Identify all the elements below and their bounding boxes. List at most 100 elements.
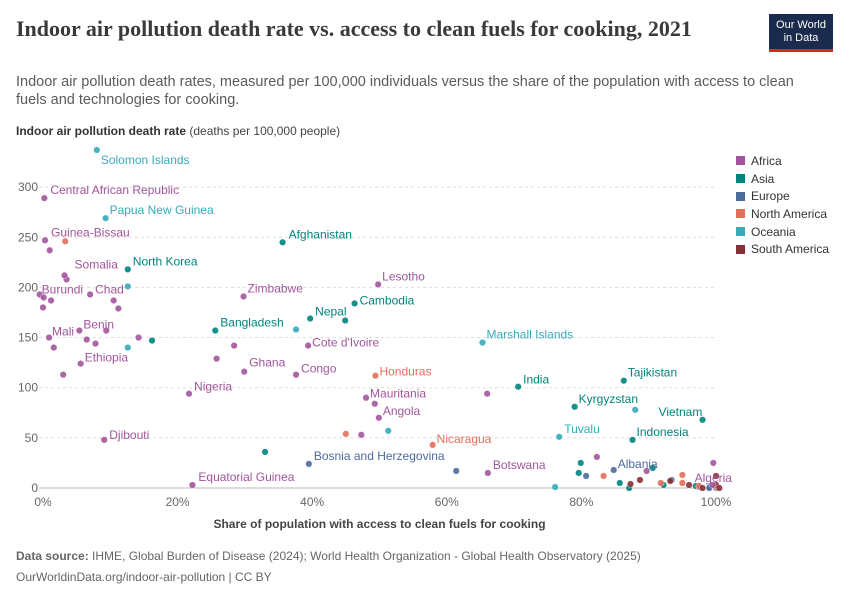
legend-item[interactable]: Europe	[736, 187, 829, 205]
data-point	[362, 394, 370, 402]
y-tick-label: 250	[18, 230, 38, 244]
point-label: Nigeria	[194, 380, 232, 394]
data-point	[514, 383, 522, 391]
point-label: Guinea-Bissau	[51, 225, 130, 239]
data-point	[40, 293, 48, 301]
data-point	[685, 481, 693, 489]
x-tick-label: 40%	[300, 495, 324, 509]
data-point	[100, 436, 108, 444]
data-point	[135, 334, 143, 342]
data-point	[712, 472, 720, 480]
y-axis-title-bold: Indoor air pollution death rate	[16, 124, 187, 138]
legend-swatch	[736, 191, 745, 201]
data-point	[643, 467, 651, 475]
point-label: Angola	[383, 404, 421, 418]
point-label: Lesotho	[382, 269, 425, 283]
data-point	[124, 344, 132, 352]
point-label: Indonesia	[637, 425, 689, 439]
footer-url[interactable]: OurWorldinData.org/indoor-air-pollution …	[16, 570, 272, 584]
point-label: Albania	[618, 457, 658, 471]
data-point	[699, 484, 707, 492]
legend-label: Africa	[751, 153, 782, 168]
data-point	[610, 466, 618, 474]
data-point	[86, 290, 94, 298]
point-label: Zimbabwe	[248, 281, 304, 295]
data-point	[374, 280, 382, 288]
data-point	[292, 326, 300, 334]
data-point	[371, 372, 379, 380]
y-tick-label: 50	[25, 431, 39, 445]
data-point	[61, 271, 69, 279]
data-point	[213, 355, 221, 363]
data-point	[620, 377, 628, 385]
data-point	[91, 340, 99, 348]
owid-logo[interactable]: Our World in Data	[769, 14, 833, 52]
data-point	[678, 471, 686, 479]
data-point	[616, 479, 624, 487]
data-point	[110, 296, 118, 304]
legend-item[interactable]: Asia	[736, 170, 829, 188]
legend-label: South America	[751, 242, 830, 257]
legend-item[interactable]: Africa	[736, 152, 829, 170]
data-point	[124, 265, 132, 273]
x-tick-label: 20%	[166, 495, 190, 509]
point-label: Somalia	[75, 257, 119, 271]
point-label: Chad	[95, 282, 124, 296]
data-point	[478, 339, 486, 347]
legend-label: North America	[751, 206, 828, 221]
point-label: Honduras	[379, 365, 431, 379]
data-point	[484, 469, 492, 477]
data-point	[102, 214, 110, 222]
point-label: Afghanistan	[289, 227, 352, 241]
point-label: Ghana	[249, 356, 285, 370]
data-source-label: Data source:	[16, 549, 89, 563]
data-point	[292, 371, 300, 379]
data-point	[279, 238, 287, 246]
data-point	[375, 414, 383, 422]
x-tick-label: 60%	[435, 495, 459, 509]
point-label: Mauritania	[370, 387, 426, 401]
data-point	[678, 479, 686, 487]
point-label: Nepal	[315, 305, 346, 319]
legend-label: Europe	[751, 189, 790, 204]
data-point	[582, 472, 590, 480]
data-point	[699, 416, 707, 424]
legend-item[interactable]: Oceania	[736, 223, 829, 241]
data-point	[240, 368, 248, 376]
logo-line-2: in Data	[783, 31, 819, 44]
data-point	[384, 427, 392, 435]
point-label: Bangladesh	[220, 316, 283, 330]
data-point	[47, 296, 55, 304]
data-point	[357, 431, 365, 439]
point-label: Equatorial Guinea	[198, 470, 294, 484]
data-point	[83, 336, 91, 344]
x-tick-label: 100%	[701, 495, 732, 509]
data-point	[341, 317, 349, 325]
data-point	[185, 390, 193, 398]
data-point	[483, 390, 491, 398]
data-point	[50, 344, 58, 352]
data-point	[40, 194, 48, 202]
data-point	[452, 467, 460, 475]
data-point	[631, 406, 639, 414]
point-label: Bosnia and Herzegovina	[314, 449, 445, 463]
data-point	[657, 479, 665, 487]
y-tick-label: 150	[18, 331, 38, 345]
data-point	[45, 334, 53, 342]
point-label: Central African Republic	[50, 183, 179, 197]
data-point	[306, 315, 314, 323]
point-label: Tuvalu	[564, 422, 600, 436]
data-point	[715, 484, 723, 492]
data-point	[211, 327, 219, 335]
data-point	[75, 327, 83, 335]
legend-item[interactable]: North America	[736, 205, 829, 223]
point-label: Mali	[52, 325, 74, 339]
point-label: India	[523, 373, 549, 387]
data-point	[629, 436, 637, 444]
point-label: Kyrgyzstan	[579, 392, 638, 406]
point-label: Benin	[83, 318, 114, 332]
data-point	[93, 146, 101, 154]
point-label: Tajikistan	[628, 366, 677, 380]
legend-item[interactable]: South America	[736, 240, 829, 258]
